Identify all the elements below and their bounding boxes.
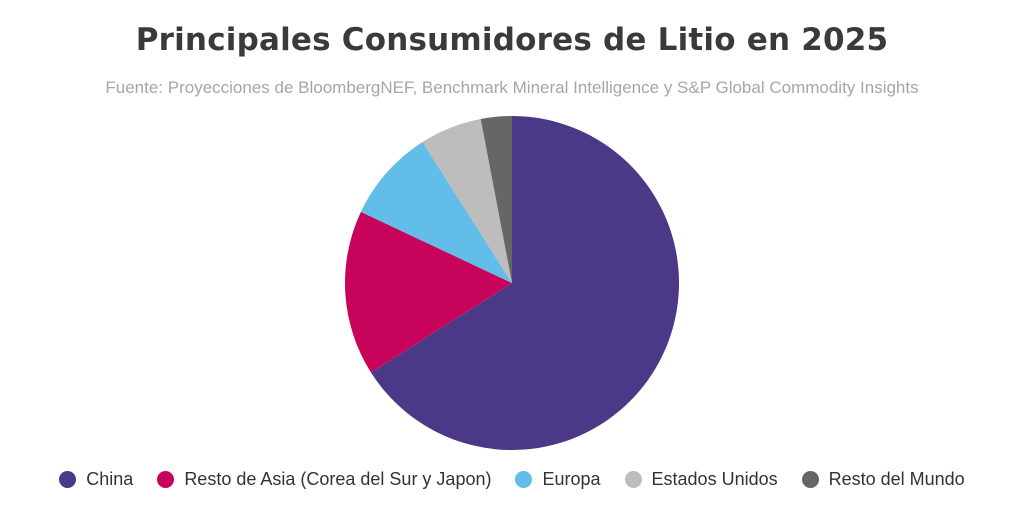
pie-slice-resto-de-asia-corea-del-sur-y-japon [345,211,512,373]
legend-label: Estados Unidos [651,468,778,489]
legend-item: Resto de Asia (Corea del Sur y Japon) [157,469,491,490]
pie-slice-resto-del-mundo [480,116,512,283]
pie-slice-europa [360,141,512,283]
legend-swatch [624,470,642,488]
legend-item: China [59,469,133,490]
chart-subtitle: Fuente: Proyecciones de BloombergNEF, Be… [105,78,919,97]
legend-swatch [59,470,77,488]
legend-item: Europa [515,468,601,490]
pie-slice-estados-unidos [422,118,512,283]
legend-item: Resto del Mundo [801,468,965,490]
legend-swatch [515,470,533,488]
legend-swatch [801,470,819,488]
legend-label: Resto de Asia (Corea del Sur y Japon) [184,468,492,489]
legend-label: Europa [542,468,601,489]
legend-label: China [86,468,134,489]
legend-label: Resto del Mundo [828,468,965,489]
chart-legend: China Resto de Asia (Corea del Sur y Japo… [0,466,1024,492]
legend-swatch [157,470,175,488]
chart-title: Principales Consumidores de Litio en 202… [135,22,889,58]
pie-slice-china [370,116,679,451]
legend-item: Estados Unidos [624,468,778,490]
